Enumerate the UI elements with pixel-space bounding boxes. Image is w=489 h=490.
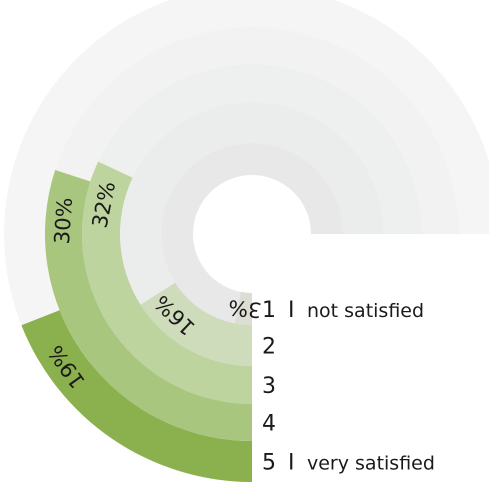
bar-3: [82, 161, 252, 404]
bar-4: [44, 170, 252, 441]
track-1: [161, 143, 343, 325]
bar-5: [21, 310, 253, 482]
legend-key-1: 1: [262, 298, 276, 323]
legend-key-2: 2: [262, 335, 276, 360]
legend-descriptor-1: not satisfied: [307, 300, 424, 322]
legend-key-3: 3: [262, 374, 276, 399]
chart-bars: [21, 161, 253, 482]
bar-2: [140, 282, 252, 366]
value-label-4: 30%: [50, 197, 77, 245]
value-label-1: 3%: [227, 295, 262, 322]
legend-key-5: 5: [262, 451, 276, 476]
legend-separator-1: I: [288, 298, 295, 323]
legend-key-4: 4: [262, 412, 276, 437]
bar-1: [234, 291, 252, 325]
legend-separator-5: I: [288, 451, 295, 476]
legend-descriptor-5: very satisfied: [307, 453, 435, 475]
